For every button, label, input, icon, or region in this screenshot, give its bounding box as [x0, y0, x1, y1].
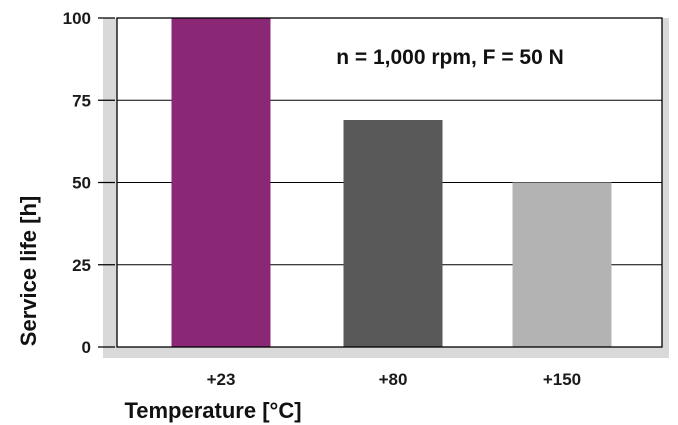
y-tick-label: 50: [72, 174, 91, 193]
y-tick-label: 0: [82, 338, 91, 357]
x-axis-title: Temperature [°C]: [124, 398, 301, 423]
x-tick-label: +150: [543, 370, 581, 389]
x-tick-label: +23: [207, 370, 236, 389]
plot-border: [116, 17, 663, 348]
x-tick-label: +80: [379, 370, 408, 389]
y-axis-title: Service life [h]: [16, 196, 41, 346]
y-tick-label: 75: [72, 91, 91, 110]
bars: [171, 18, 612, 348]
chart-annotation: n = 1,000 rpm, F = 50 N: [336, 46, 564, 69]
y-axis: 0 25 50 75 100: [63, 9, 115, 357]
bar-plus80: [343, 119, 443, 348]
y-tick-label: 25: [72, 256, 91, 275]
x-axis: +23 +80 +150: [207, 370, 582, 389]
y-tick-label: 100: [63, 9, 91, 28]
bar-plus150: [512, 182, 612, 347]
bar-plus23: [171, 18, 271, 347]
